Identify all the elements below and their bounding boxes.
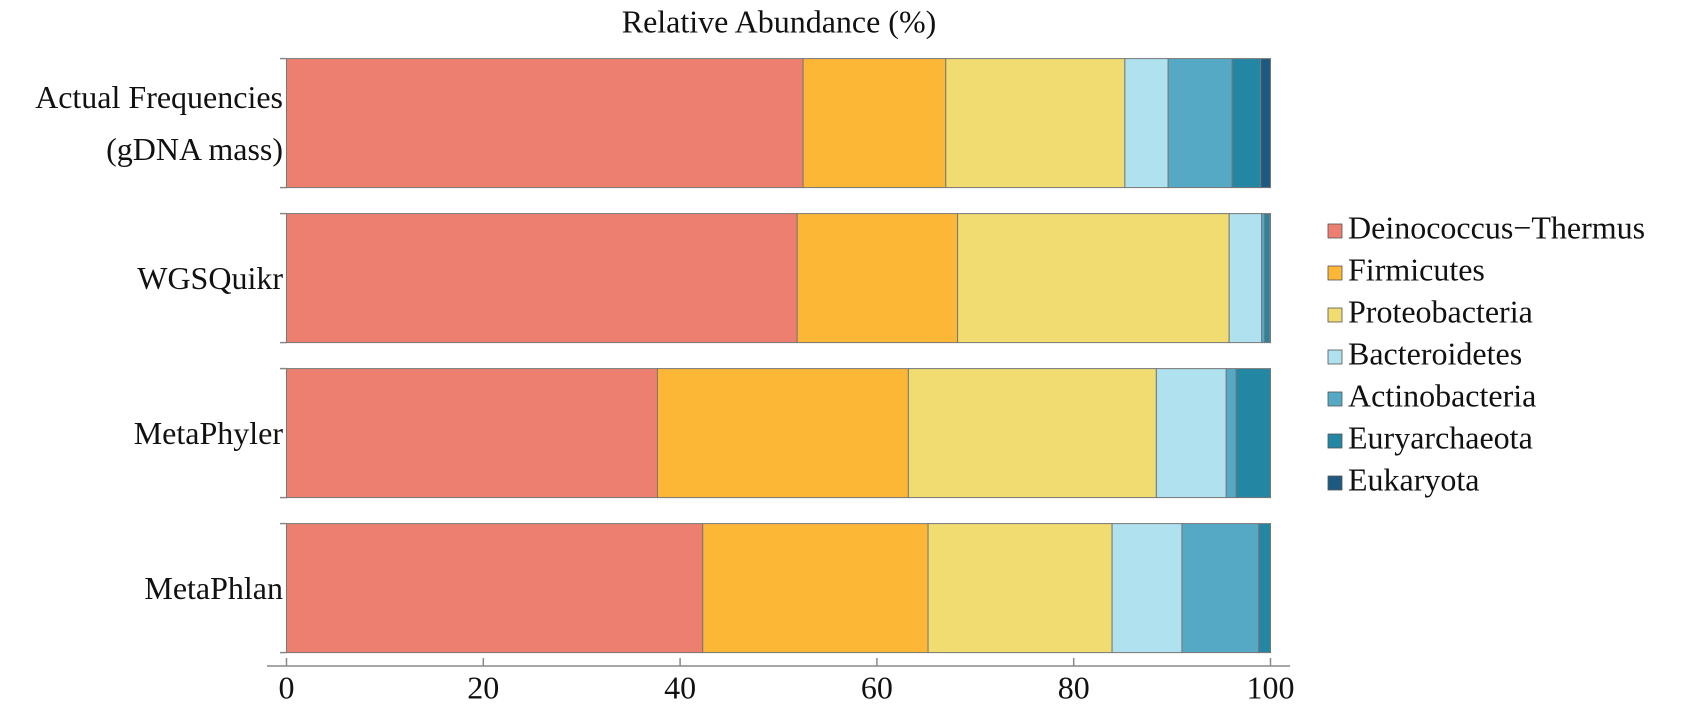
bar-segment — [945, 58, 1126, 189]
bar-segment — [286, 213, 798, 344]
legend-swatch — [1327, 223, 1343, 239]
legend-swatch — [1327, 433, 1343, 449]
bar-segment — [1235, 368, 1272, 499]
legend-label: Actinobacteria — [1348, 377, 1536, 413]
bar-segment — [702, 523, 929, 654]
legend-label: Proteobacteria — [1348, 293, 1533, 329]
bar-segment — [1228, 213, 1263, 344]
y-tick-label: MetaPhyler — [133, 415, 283, 452]
legend-swatch — [1327, 307, 1343, 323]
bar-segment — [1124, 58, 1169, 189]
x-tick-label: 60 — [861, 669, 893, 705]
legend-label: Euryarchaeota — [1348, 419, 1533, 455]
legend-swatch — [1327, 349, 1343, 365]
bar-segment — [1258, 523, 1272, 654]
legend-swatch — [1327, 391, 1343, 407]
x-tick-label: 100 — [1247, 669, 1295, 705]
bar-segment — [796, 213, 959, 344]
bar-segment — [907, 368, 1157, 499]
bar-segment — [1260, 58, 1272, 189]
bar-segment — [927, 523, 1113, 654]
x-tick-label: 40 — [664, 669, 696, 705]
y-tick-label: WGSQuikr — [137, 260, 283, 297]
bar-segment — [1225, 368, 1237, 499]
bar-segment — [1231, 58, 1262, 189]
legend-label: Eukaryota — [1348, 461, 1480, 497]
bar-segment — [286, 58, 804, 189]
bar-segment — [1111, 523, 1183, 654]
bar-segment — [656, 368, 909, 499]
bar-segment — [286, 523, 704, 654]
legend-swatch — [1327, 475, 1343, 491]
legend-swatch — [1327, 265, 1343, 281]
x-tick-label: 80 — [1058, 669, 1090, 705]
x-tick-label: 20 — [467, 669, 499, 705]
legend-label: Firmicutes — [1348, 251, 1485, 287]
y-tick-label: Actual Frequencies (gDNA mass) — [35, 79, 283, 168]
legend-label: Deinococcus−Thermus — [1348, 209, 1645, 245]
x-tick-label: 0 — [279, 669, 295, 705]
bar-segment — [1181, 523, 1260, 654]
legend-label: Bacteroidetes — [1348, 335, 1522, 371]
bar-segment — [286, 368, 658, 499]
bar-segment — [1167, 58, 1233, 189]
chart-title: Relative Abundance (%) — [622, 3, 937, 39]
bar-segment — [802, 58, 947, 189]
bar-segment — [1264, 213, 1271, 344]
bar-segment — [1269, 213, 1271, 344]
bar-segment — [957, 213, 1230, 344]
y-tick-label: MetaPhlan — [144, 570, 283, 607]
bar-segment — [1155, 368, 1227, 499]
